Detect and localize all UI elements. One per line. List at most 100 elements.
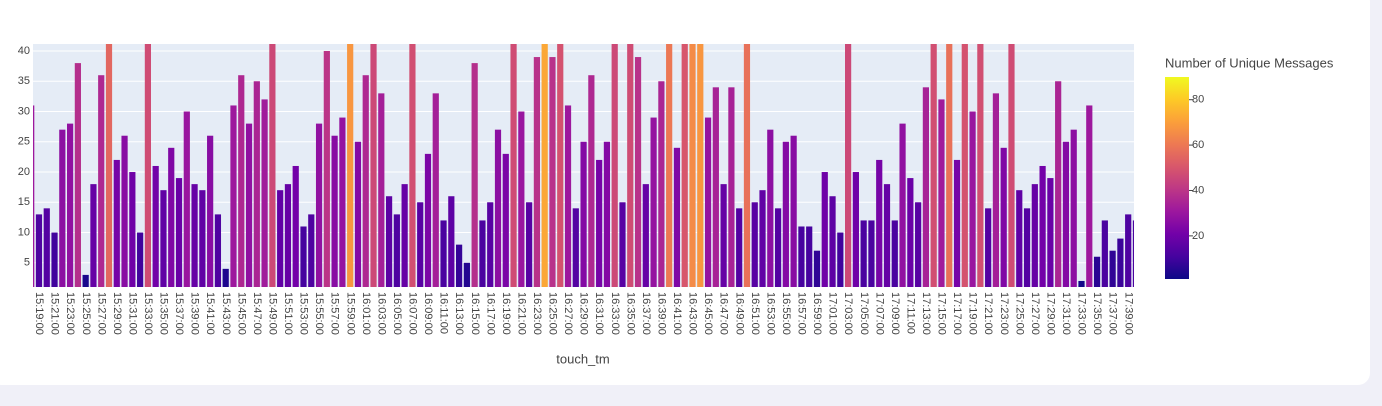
bar	[33, 105, 35, 287]
y-tick-label: 5	[24, 257, 30, 269]
x-tick-label: 16:39:00	[655, 292, 667, 335]
bar	[1078, 280, 1085, 287]
bar	[790, 135, 797, 287]
x-tick-label: 16:49:00	[733, 292, 745, 335]
x-tick-label: 15:35:00	[158, 292, 170, 335]
bar	[533, 57, 540, 287]
y-tick-label: 40	[18, 45, 30, 57]
bar	[541, 44, 548, 287]
bar	[261, 99, 268, 287]
bar	[728, 87, 735, 287]
y-tick-label: 30	[18, 105, 30, 117]
bar	[230, 105, 237, 287]
x-tick-label: 16:33:00	[609, 292, 621, 335]
bar	[199, 190, 206, 287]
bar	[1039, 165, 1046, 287]
bar	[121, 135, 128, 287]
bar	[1031, 184, 1038, 287]
x-tick-label: 16:41:00	[671, 292, 683, 335]
x-tick-label: 15:33:00	[142, 292, 154, 335]
bar	[767, 129, 774, 287]
x-tick-label: 15:49:00	[266, 292, 278, 335]
bar	[1101, 220, 1108, 287]
x-tick-label: 15:45:00	[235, 292, 247, 335]
bar	[175, 178, 183, 287]
x-tick-label: 17:31:00	[1060, 292, 1072, 335]
bar	[222, 268, 229, 287]
x-tick-label: 15:43:00	[220, 292, 232, 335]
y-tick-label: 15	[18, 196, 30, 208]
bar	[370, 44, 377, 287]
bar	[1109, 250, 1116, 287]
y-tick-label: 20	[18, 166, 30, 178]
x-tick-label: 16:07:00	[407, 292, 419, 335]
bar	[487, 202, 494, 287]
x-tick-label: 16:31:00	[593, 292, 605, 335]
bar	[946, 44, 953, 287]
bar	[67, 123, 74, 287]
bar	[90, 184, 97, 287]
bar	[751, 202, 758, 287]
x-tick-label: 17:03:00	[842, 292, 854, 335]
x-tick-label: 15:57:00	[329, 292, 341, 335]
x-tick-label: 17:07:00	[873, 292, 885, 335]
bar	[977, 44, 984, 287]
bar	[1125, 214, 1132, 287]
x-tick-label: 15:55:00	[313, 292, 325, 335]
bar	[813, 250, 821, 287]
bar	[580, 141, 587, 287]
bar	[393, 214, 400, 287]
bar	[300, 226, 307, 287]
x-tick-label: 17:37:00	[1107, 292, 1119, 335]
bar	[432, 93, 439, 287]
bar	[409, 44, 416, 287]
bar	[168, 147, 175, 287]
bar	[985, 208, 992, 287]
x-tick-label: 16:15:00	[469, 292, 481, 335]
bar	[712, 87, 719, 287]
bar	[463, 262, 470, 287]
colorbar-tick-label: 60	[1192, 139, 1204, 151]
x-tick-label: 15:19:00	[33, 292, 45, 335]
x-tick-label: 16:59:00	[811, 292, 823, 335]
bar	[876, 159, 883, 287]
x-tick-label: 15:31:00	[126, 292, 138, 335]
bar	[448, 196, 455, 287]
bar	[191, 184, 198, 287]
bar	[961, 44, 968, 287]
bar	[557, 44, 564, 287]
x-tick-label: 15:23:00	[64, 292, 76, 335]
bar	[720, 184, 727, 287]
bar	[1086, 105, 1093, 287]
bar	[1016, 190, 1023, 287]
bar	[969, 111, 976, 287]
x-tick-label: 16:23:00	[531, 292, 543, 335]
bar	[331, 135, 338, 287]
x-tick-label: 17:27:00	[1029, 292, 1041, 335]
x-tick-label: 16:13:00	[453, 292, 465, 335]
bar	[681, 44, 688, 287]
bar	[868, 220, 875, 287]
x-tick-label: 15:29:00	[111, 292, 123, 335]
colorbar-tick-label: 40	[1192, 184, 1204, 196]
bar	[59, 129, 66, 287]
bar	[378, 93, 385, 287]
x-tick-label: 16:01:00	[360, 292, 372, 335]
bar	[611, 44, 618, 287]
bar	[1047, 178, 1054, 287]
bar	[238, 75, 245, 287]
bar	[518, 111, 525, 287]
bar	[922, 87, 929, 287]
bar	[860, 220, 867, 287]
bar	[526, 202, 533, 287]
bar	[829, 196, 836, 287]
y-tick-label: 35	[18, 75, 30, 87]
bar	[634, 57, 642, 287]
bar	[214, 214, 222, 287]
x-tick-label: 15:21:00	[49, 292, 61, 335]
x-tick-label: 16:27:00	[562, 292, 574, 335]
x-tick-label: 16:05:00	[391, 292, 403, 335]
bar	[98, 75, 105, 287]
x-tick-label: 16:25:00	[547, 292, 559, 335]
